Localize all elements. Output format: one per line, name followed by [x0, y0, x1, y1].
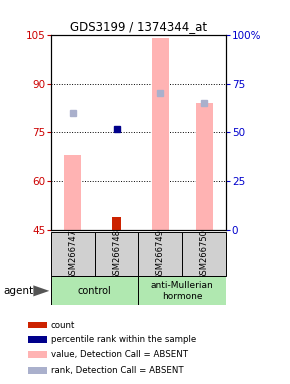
Text: rank, Detection Call = ABSENT: rank, Detection Call = ABSENT [51, 366, 183, 375]
Text: agent: agent [3, 286, 33, 296]
Text: anti-Mullerian
hormone: anti-Mullerian hormone [151, 281, 214, 301]
Bar [196, 103, 213, 230]
Bar [95, 232, 139, 276]
Bar [113, 217, 121, 230]
Text: GSM266748: GSM266748 [112, 229, 121, 280]
Text: GSM266750: GSM266750 [200, 229, 209, 280]
Text: GSM266747: GSM266747 [68, 229, 77, 280]
Text: GSM266749: GSM266749 [156, 229, 165, 280]
Text: percentile rank within the sample: percentile rank within the sample [51, 335, 196, 344]
Bar [139, 232, 182, 276]
Bar [28, 322, 47, 328]
Text: count: count [51, 321, 75, 329]
Bar [51, 232, 95, 276]
Bar [28, 367, 47, 374]
Bar [139, 276, 226, 305]
Bar [28, 336, 47, 343]
Text: value, Detection Call = ABSENT: value, Detection Call = ABSENT [51, 350, 188, 359]
Bar [28, 351, 47, 358]
Polygon shape [33, 285, 49, 296]
Text: control: control [78, 286, 111, 296]
Bar [51, 276, 139, 305]
Bar [152, 38, 169, 230]
Bar [182, 232, 226, 276]
Title: GDS3199 / 1374344_at: GDS3199 / 1374344_at [70, 20, 207, 33]
Bar [64, 156, 81, 230]
